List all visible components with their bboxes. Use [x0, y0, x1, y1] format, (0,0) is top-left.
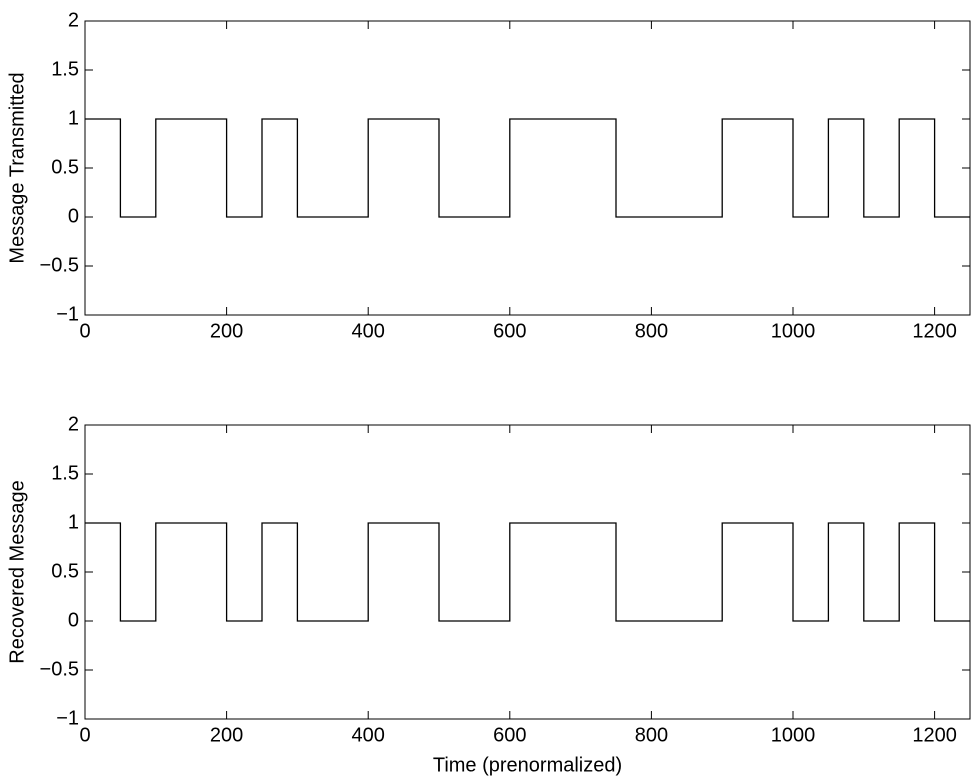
x-tick-label: 600 [493, 724, 526, 746]
y-tick-label: 1 [68, 511, 79, 533]
x-tick-label: 200 [210, 320, 243, 342]
x-tick-label: 0 [79, 724, 90, 746]
y-tick-label: 0 [68, 205, 79, 227]
x-tick-label: 400 [352, 724, 385, 746]
x-axis-label: Time (prenormalized) [433, 754, 622, 776]
line [85, 522, 970, 622]
y-tick-label: 0.5 [51, 560, 79, 582]
x-tick-label: 400 [352, 320, 385, 342]
x-tick-label: 1200 [912, 320, 957, 342]
y-tick-label: 0 [68, 609, 79, 631]
y-tick-label: −1 [56, 707, 79, 729]
y-tick-label: 0.5 [51, 156, 79, 178]
y-tick-label: 1 [68, 107, 79, 129]
x-tick-label: 200 [210, 724, 243, 746]
x-tick-label: 800 [635, 320, 668, 342]
y-tick-label: 2 [68, 9, 79, 31]
y-axis-label: Message Transmitted [6, 72, 28, 263]
x-tick-label: 1000 [771, 724, 816, 746]
x-tick-label: 1000 [771, 320, 816, 342]
y-tick-label: 2 [68, 413, 79, 435]
y-tick-label: −1 [56, 303, 79, 325]
plot-area [84, 424, 971, 720]
plot-area [84, 20, 971, 316]
x-tick-label: 0 [79, 320, 90, 342]
y-tick-label: −0.5 [40, 658, 79, 680]
x-tick-label: 600 [493, 320, 526, 342]
y-tick-label: −0.5 [40, 254, 79, 276]
y-tick-label: 1.5 [51, 58, 79, 80]
y-tick-label: 1.5 [51, 462, 79, 484]
x-tick-label: 1200 [912, 724, 957, 746]
x-tick-label: 800 [635, 724, 668, 746]
y-axis-label: Recovered Message [6, 480, 28, 663]
line [85, 118, 970, 218]
